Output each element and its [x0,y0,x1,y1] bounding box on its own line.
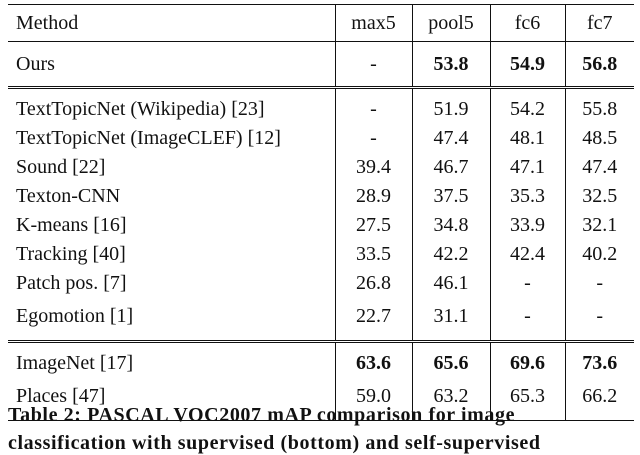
method-cell: TextTopicNet (Wikipedia) [23] [16,98,265,120]
value-cell: 46.7 [411,153,490,182]
value-cell: 54.9 [489,41,565,89]
table-row: Egomotion [1] 22.7 31.1- - [8,298,634,343]
results-table: Method max5 pool5 fc6 fc7 Ours -53.8 54.9 56.8 T… [8,4,634,421]
value-cell: - [334,87,412,124]
method-cell: Egomotion [1] [8,298,335,343]
value-cell: 27.5 [334,211,412,240]
table-row: K-means [16] 27.5 34.8 33.9 32.1 [8,211,634,240]
value-cell: 48.5 [564,124,634,153]
value-cell: 33.9 [489,211,565,240]
value-cell: 63.2 [411,378,490,421]
value-cell: 47.1 [489,153,565,182]
header-cell: max5 [334,4,412,42]
value-cell: - [334,41,412,89]
method-cell: Ours [8,41,335,89]
caption-line: classification with supervised (bottom) … [8,432,541,454]
value-cell: 40.2 [564,240,634,269]
header-cell: fc7 [564,4,634,42]
value-cell: 33.5 [334,240,412,269]
value-cell: 63.6 [334,341,412,378]
value-cell: - [489,269,565,298]
method-cell: K-means [16] [16,214,127,236]
table-row: TextTopicNet (Wikipedia) [23] -51.9 54.2 55… [8,87,634,124]
method-cell: TextTopicNet (ImageCLEF) [12] [16,127,281,149]
value-cell: 28.9 [334,182,412,211]
header-cell: fc6 [489,4,565,42]
value-cell: 56.8 [564,41,634,89]
value-cell: 35.3 [489,182,565,211]
table-row: ImageNet [17] 63.6 65.6 69.6 73.6 [8,341,634,378]
value-cell: - [334,124,412,153]
value-cell: - [489,298,565,343]
value-cell: 42.4 [489,240,565,269]
value-cell: 37.5 [411,182,490,211]
value-cell: - [564,298,634,343]
header-cell: pool5 [411,4,490,42]
caption-line: Table 2: PASCAL VOC2007 mAP comparison f… [8,404,516,426]
table-row: Sound [22] 39.4 46.7 47.1 47.4 [8,153,634,182]
value-cell: 66.2 [564,378,634,421]
method-cell: Sound [22] [16,156,106,178]
value-cell: 39.4 [334,153,412,182]
method-cell: ImageNet [17] [16,352,134,374]
value-cell: 47.4 [564,153,634,182]
value-cell: 32.5 [564,182,634,211]
value-cell: 51.9 [411,87,490,124]
value-cell: 53.8 [411,41,490,89]
table-row: Patch pos. [7] 26.8 46.1- - [8,269,634,298]
value-cell: 54.2 [489,87,565,124]
value-cell: 42.2 [411,240,490,269]
table-row: TextTopicNet (ImageCLEF) [12] -47.4 48.1 48… [8,124,634,153]
method-cell: Places [47] [8,378,335,421]
value-cell: 48.1 [489,124,565,153]
value-cell: 32.1 [564,211,634,240]
value-cell: 73.6 [564,341,634,378]
method-cell: Patch pos. [7] [16,272,127,294]
value-cell: 22.7 [334,298,412,343]
value-cell: 46.1 [411,269,490,298]
value-cell: 34.8 [411,211,490,240]
value-cell: 55.8 [564,87,634,124]
value-cell: 26.8 [334,269,412,298]
header-cell: Method [16,11,79,34]
value-cell: 65.6 [411,341,490,378]
table-row: Places [47] 59.0 63.2 65.3 66.2 [8,378,634,421]
value-cell: - [564,269,634,298]
value-cell: 59.0 [334,378,412,421]
value-cell: 69.6 [489,341,565,378]
method-cell: Tracking [40] [16,243,126,265]
method-cell: Texton-CNN [16,185,121,207]
value-cell: 31.1 [411,298,490,343]
value-cell: 65.3 [489,378,565,421]
table-row: Tracking [40] 33.5 42.2 42.4 40.2 [8,240,634,269]
table-row: Texton-CNN 28.9 37.5 35.3 32.5 [8,182,634,211]
header-row: Method max5 pool5 fc6 fc7 [8,4,634,42]
value-cell: 47.4 [411,124,490,153]
table-row: Ours -53.8 54.9 56.8 [8,41,634,89]
